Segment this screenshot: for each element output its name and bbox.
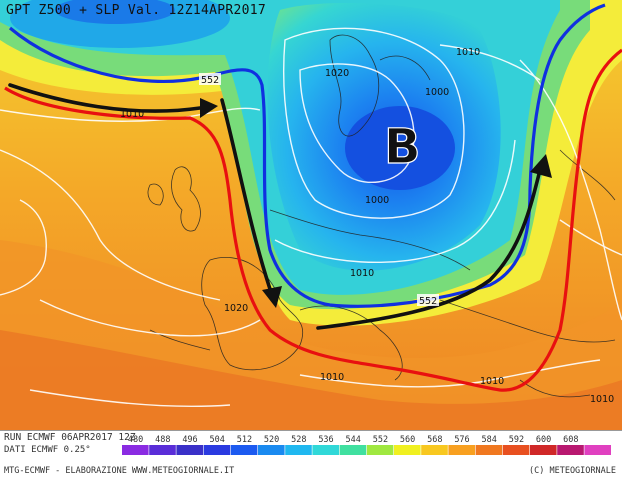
scale-swatch xyxy=(339,445,367,455)
red-contour xyxy=(4,48,622,392)
scale-swatch xyxy=(530,445,557,455)
scale-swatch xyxy=(421,445,448,455)
isobar-label: 1010 xyxy=(480,376,504,387)
arrow-southward-flow xyxy=(220,98,274,297)
scale-swatch xyxy=(366,445,394,455)
northwest-low-core xyxy=(55,0,175,24)
z500-label-552-west: 552 xyxy=(201,75,219,86)
scale-label: 480 xyxy=(128,435,143,445)
color-scale-bar: 480 488 496 504 512 520 528 536 544 552 560 568 576 5… xyxy=(122,435,611,455)
scale-label: 584 xyxy=(482,435,497,445)
arrowhead-south xyxy=(262,286,282,308)
arrowhead-east xyxy=(200,98,218,118)
scale-swatch xyxy=(203,445,231,455)
scale-label: 552 xyxy=(373,435,388,445)
isobar-label: 1000 xyxy=(365,195,389,206)
low-pressure-label: B xyxy=(384,119,421,175)
arrow-heads xyxy=(200,98,552,308)
scale-swatch xyxy=(557,445,584,455)
coastlines xyxy=(147,34,616,398)
scale-swatch xyxy=(122,445,149,455)
low-pressure-center xyxy=(345,106,455,190)
credit-copyright: (C) METEOGIORNALE xyxy=(529,466,616,476)
scale-label: 544 xyxy=(346,435,361,445)
arrow-westerly-flow xyxy=(8,83,202,113)
scale-label: 504 xyxy=(210,435,225,445)
scale-swatch xyxy=(149,445,176,455)
arrowhead-northeast xyxy=(530,154,552,178)
isobar-label: 1000 xyxy=(425,87,449,98)
weather-map: B 552 552 1010 1020 1000 1010 1000 1010 … xyxy=(0,0,622,430)
scale-label: 560 xyxy=(400,435,415,445)
scale-label: 568 xyxy=(427,435,442,445)
color-scale: 480 488 496 504 512 520 528 536 544 552 560 568 576 5… xyxy=(122,431,618,457)
arrow-northeast-flow xyxy=(316,168,542,330)
scale-label: 536 xyxy=(318,435,333,445)
isobar-label: 1010 xyxy=(456,47,480,58)
scale-swatch xyxy=(176,445,203,455)
map-title: GPT Z500 + SLP Val. 12Z14APR2017 xyxy=(6,3,267,18)
scale-swatch xyxy=(448,445,475,455)
scale-label: 488 xyxy=(155,435,170,445)
scale-label: 496 xyxy=(182,435,197,445)
isobar-label: 1010 xyxy=(120,109,144,120)
scale-label: 528 xyxy=(291,435,306,445)
scale-swatch xyxy=(258,445,285,455)
flow-arrows xyxy=(8,83,542,330)
map-footer: RUN ECMWF 06APR2017 12Z DATI ECMWF 0.25°… xyxy=(0,430,622,480)
scale-swatch xyxy=(502,445,530,455)
scale-label: 608 xyxy=(563,435,578,445)
map-canvas: B 552 552 1010 1020 1000 1010 1000 1010 … xyxy=(0,0,622,430)
scale-label: 600 xyxy=(536,435,551,445)
run-info: RUN ECMWF 06APR2017 12Z xyxy=(4,432,136,443)
credit-elaboration: MTG-ECMWF - ELABORAZIONE WWW.METEOGIORNA… xyxy=(4,466,235,476)
geopotential-labels: 552 552 xyxy=(199,73,439,307)
isobar-label: 1010 xyxy=(350,268,374,279)
scale-swatch xyxy=(394,445,421,455)
isobar-label: 1020 xyxy=(224,303,248,314)
z500-label-552-east: 552 xyxy=(419,296,437,307)
scale-label: 576 xyxy=(454,435,469,445)
scale-swatch xyxy=(285,445,312,455)
isobar-label: 1010 xyxy=(590,394,614,405)
data-source: DATI ECMWF 0.25° xyxy=(4,445,91,455)
scale-swatch xyxy=(584,445,611,455)
isobar-label: 1010 xyxy=(320,372,344,383)
isobar-labels: 1010 1020 1000 1010 1000 1010 1020 1010 … xyxy=(120,47,614,405)
scale-swatch xyxy=(312,445,339,455)
isobar-label: 1020 xyxy=(325,68,349,79)
scale-swatch xyxy=(475,445,503,455)
scale-label: 592 xyxy=(509,435,524,445)
scale-swatch xyxy=(230,445,258,455)
scale-label: 512 xyxy=(237,435,252,445)
scale-label: 520 xyxy=(264,435,279,445)
